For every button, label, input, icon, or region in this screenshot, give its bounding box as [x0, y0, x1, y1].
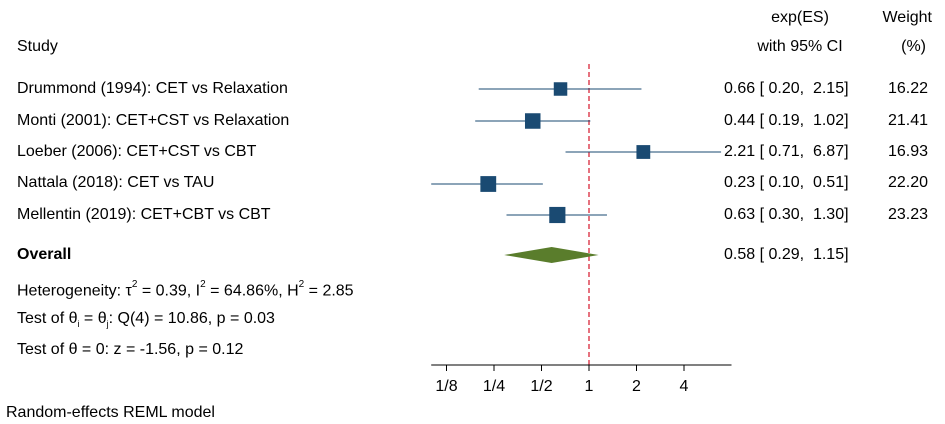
x-tick-label: 1/8 — [435, 378, 457, 395]
overall-diamond — [504, 247, 599, 263]
test-equal-effects: Test of θi = θj: Q(4) = 10.86, p = 0.03 — [17, 310, 275, 330]
tau-symbol: τ — [125, 282, 132, 300]
tau-value: = 0.39, — [137, 282, 196, 300]
x-tick-label: 1/2 — [530, 378, 552, 395]
effect-column-header-line2: with 95% CI — [757, 38, 843, 55]
study-ci-text: 0.66 [ 0.20, 2.15] — [724, 80, 849, 97]
test-zero-effect: Test of θ = 0: z = -1.56, p = 0.12 — [17, 341, 244, 358]
study-marker — [549, 206, 566, 224]
h-symbol: H — [287, 282, 299, 300]
study-ci-text: 2.21 [ 0.71, 6.87] — [724, 143, 849, 160]
study-ci-text: 0.63 [ 0.30, 1.30] — [724, 206, 849, 223]
study-column-header: Study — [17, 38, 58, 55]
study-ci-text: 0.23 [ 0.10, 0.51] — [724, 174, 849, 191]
study-label: Mellentin (2019): CET+CBT vs CBT — [17, 206, 271, 223]
i-value: = 64.86%, — [205, 282, 288, 300]
overall-ci-text: 0.58 [ 0.29, 1.15] — [724, 246, 849, 263]
x-tick-label: 1 — [585, 378, 594, 395]
study-marker — [480, 176, 497, 192]
study-label: Nattala (2018): CET vs TAU — [17, 174, 215, 191]
weight-column-header-line1: Weight — [882, 9, 932, 26]
study-marker — [524, 113, 541, 129]
x-tick-label: 1/4 — [483, 378, 505, 395]
study-weight: 21.41 — [887, 112, 928, 129]
x-tick-label: 2 — [632, 378, 641, 395]
study-marker — [553, 82, 568, 96]
study-label: Loeber (2006): CET+CST vs CBT — [17, 143, 257, 160]
study-weight: 22.20 — [887, 174, 928, 191]
effect-column-header-line1: exp(ES) — [771, 9, 829, 26]
heterogeneity-prefix: Heterogeneity: — [17, 282, 126, 300]
weight-column-header-line2: (%) — [901, 38, 926, 55]
study-marker — [636, 145, 651, 159]
study-label: Drummond (1994): CET vs Relaxation — [17, 80, 288, 97]
x-tick-label: 4 — [680, 378, 689, 395]
heterogeneity-stats: Heterogeneity: τ2 = 0.39, I2 = 64.86%, H… — [17, 279, 354, 300]
overall-label: Overall — [17, 246, 72, 263]
i-symbol: I — [195, 282, 201, 300]
h-value: = 2.85 — [304, 282, 354, 300]
study-weight: 16.22 — [887, 80, 928, 97]
study-label: Monti (2001): CET+CST vs Relaxation — [17, 112, 290, 129]
study-ci-text: 0.44 [ 0.19, 1.02] — [724, 112, 849, 129]
model-footnote: Random-effects REML model — [6, 404, 215, 421]
study-weight: 23.23 — [887, 206, 928, 223]
study-weight: 16.93 — [887, 143, 928, 160]
